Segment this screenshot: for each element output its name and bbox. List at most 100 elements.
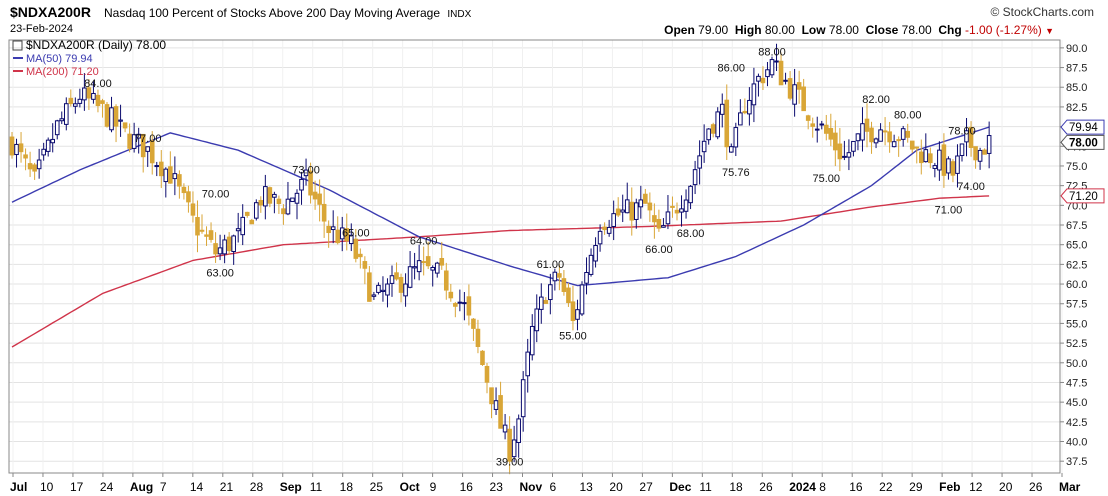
candle-body	[955, 155, 960, 174]
candlestick-series	[9, 43, 992, 475]
candle-body	[543, 299, 549, 304]
x-tick-label: 20	[999, 480, 1013, 494]
x-tick-label: 6	[549, 480, 556, 494]
candle-body	[828, 128, 834, 140]
exchange-label: INDX	[447, 9, 472, 20]
candle-body	[154, 165, 160, 168]
candle-body	[186, 191, 191, 203]
candle-body	[561, 278, 567, 292]
candle-body	[973, 146, 978, 161]
candle-body	[525, 351, 531, 377]
candle-body	[122, 122, 128, 129]
chg-label: Chg	[938, 23, 962, 37]
candle-body	[909, 140, 915, 150]
candle-body	[674, 209, 680, 214]
candle-body	[855, 133, 861, 142]
legend-ma50: MA(50) 79.94	[26, 53, 93, 65]
candle-body	[882, 130, 888, 133]
candle-body	[249, 219, 255, 225]
y-tick-label: 60.0	[1066, 279, 1087, 291]
candle-body	[878, 129, 883, 142]
candle-body	[738, 112, 743, 126]
y-tick-label: 87.5	[1066, 63, 1087, 75]
candle-body	[430, 266, 436, 271]
x-tick-label: 24	[100, 480, 114, 494]
last-label-box	[1060, 134, 1105, 150]
price-annotation: 88.00	[758, 47, 786, 59]
candle-body	[615, 208, 621, 216]
candle-body	[937, 149, 942, 171]
price-annotation: 74.00	[957, 181, 985, 193]
candle-body	[742, 110, 748, 114]
candle-body	[27, 163, 33, 170]
y-tick-label: 82.5	[1066, 102, 1087, 114]
low-label: Low	[801, 23, 826, 37]
candle-body	[73, 103, 78, 107]
candle-body	[633, 202, 639, 220]
candle-body	[244, 211, 250, 216]
quote-bar: Open 79.00 High 80.00 Low 78.00 Close 78…	[664, 23, 1054, 37]
candle-body	[217, 247, 223, 255]
price-annotation: 84.00	[84, 78, 112, 90]
candle-body	[950, 161, 956, 176]
candle-body	[932, 165, 938, 169]
candle-body	[516, 418, 521, 443]
candle-body	[538, 296, 544, 310]
candle-body	[113, 106, 119, 127]
last-label-text: 78.00	[1069, 137, 1098, 149]
candle-body	[946, 158, 951, 174]
legend-main: $NDXA200R (Daily) 78.00	[26, 38, 166, 52]
candle-body	[68, 97, 74, 105]
y-tick-label: 75.0	[1066, 161, 1087, 173]
candle-body	[45, 139, 51, 152]
candle-body	[213, 243, 218, 255]
candle-body	[611, 213, 616, 227]
x-tick-label: 2024	[789, 480, 816, 494]
candle-body	[158, 161, 164, 177]
candle-body	[579, 284, 585, 315]
high-value: 80.00	[764, 23, 795, 37]
candle-body	[493, 400, 499, 410]
y-tick-label: 57.5	[1066, 299, 1087, 311]
candle-body	[263, 186, 268, 207]
candle-body	[529, 325, 535, 356]
candle-body	[389, 275, 395, 284]
candle-body	[751, 83, 757, 106]
candle-body	[95, 94, 101, 107]
candle-body	[814, 128, 820, 131]
candle-body	[833, 132, 838, 151]
candle-body	[638, 199, 644, 208]
candle-body	[747, 99, 752, 115]
candle-body	[348, 234, 354, 245]
candle-body	[823, 124, 829, 134]
candle-body	[416, 260, 422, 273]
y-tick-label: 47.5	[1066, 377, 1087, 389]
candle-body	[629, 201, 635, 221]
candle-body	[588, 254, 594, 275]
candle-body	[719, 103, 725, 115]
candle-body	[692, 169, 698, 186]
candle-body	[457, 301, 463, 304]
candle-body	[624, 199, 630, 214]
y-tick-label: 62.5	[1066, 259, 1087, 271]
price-annotation: 71.00	[935, 204, 963, 216]
candle-body	[986, 135, 992, 154]
x-tick-label: 17	[70, 480, 84, 494]
candle-body	[321, 203, 327, 222]
candle-body	[534, 308, 540, 332]
x-tick-label: Mar	[1059, 480, 1081, 494]
candle-body	[520, 379, 526, 418]
candle-body	[466, 296, 472, 316]
legend-ma200: MA(200) 71.20	[26, 66, 99, 78]
candle-body	[905, 130, 911, 138]
candle-body	[769, 59, 775, 76]
candle-body	[977, 149, 983, 162]
candle-body	[778, 60, 784, 86]
candle-body	[104, 104, 110, 127]
close-value: 78.00	[901, 23, 932, 37]
price-annotations: 84.00 77.00 70.00 63.00 73.00 65.00 64.00 39.00…	[84, 47, 985, 469]
candle-body	[941, 144, 947, 176]
candle-body	[810, 123, 816, 127]
y-tick-label: 40.0	[1066, 437, 1087, 449]
